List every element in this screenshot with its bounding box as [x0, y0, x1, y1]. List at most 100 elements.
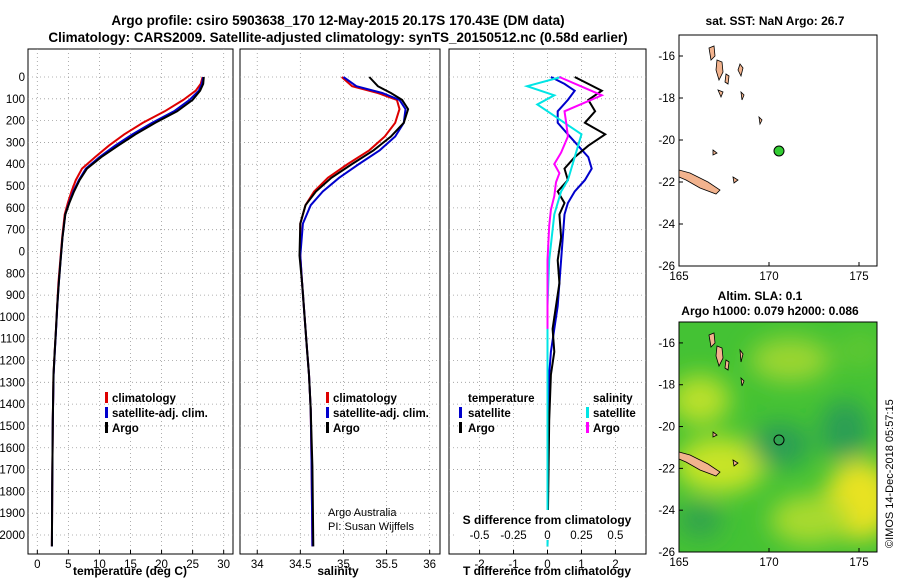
map-y-tick-label: -26	[658, 261, 675, 273]
legend-swatch-argo	[326, 422, 329, 433]
difference-x-ticks: -2 -1 0 1 2	[474, 550, 619, 571]
legend-swatch-climatology	[105, 392, 108, 403]
series-line	[523, 76, 583, 547]
salinity-legend: climatology satellite-adj. clim. Argo	[326, 392, 429, 435]
depth-tick-label: 1400	[0, 399, 25, 411]
depth-tick-label: 1900	[0, 508, 25, 520]
x-tick-label: 35.5	[375, 559, 397, 571]
x-tick-label: 15	[124, 559, 137, 571]
s-tick-label: 0.25	[570, 530, 592, 542]
legend-swatch-argo	[105, 422, 108, 433]
credit-argo-australia: Argo Australia	[328, 507, 397, 519]
x-tick-label: 30	[217, 559, 230, 571]
series-line	[50, 76, 205, 547]
temperature-lines	[50, 76, 205, 547]
legend-t-argo: Argo	[468, 423, 495, 435]
sst-map: sat. SST: NaN Argo: 26.7 -16 -18 -20 -22 -24…	[658, 14, 878, 283]
salinity-lines	[298, 76, 410, 547]
x-tick-label: 20	[155, 559, 168, 571]
difference-xlabel: T difference from climatology	[463, 564, 631, 578]
legend-swatch-s-argo	[586, 422, 589, 433]
series-line	[546, 76, 605, 329]
map-y-tick-label: -18	[658, 380, 675, 392]
depth-tick-label: 1200	[0, 356, 25, 368]
legend-head-temperature: temperature	[468, 393, 534, 405]
map-y-tick-label: -20	[658, 422, 675, 434]
map-y-tick-label: -24	[658, 219, 675, 231]
s-label-backdrop	[454, 510, 642, 540]
depth-tick-label: 900	[6, 290, 25, 302]
difference-lines	[523, 76, 608, 547]
series-line	[299, 76, 401, 547]
series-line	[50, 76, 205, 547]
sla-map: Altim. SLA: 0.1 Argo h1000: 0.079 h2000:…	[658, 289, 878, 569]
x-tick-label: 34.5	[289, 559, 311, 571]
depth-tick-label: 0	[19, 246, 25, 258]
depth-tick-label: 200	[6, 116, 25, 128]
depth-tick-label: 1300	[0, 377, 25, 389]
map-y-tick-label: -16	[658, 338, 675, 350]
credit-pi: PI: Susan Wijffels	[328, 521, 414, 533]
x-tick-label: 34	[251, 559, 264, 571]
title-line-1: Argo profile: csiro 5903638_170 12-May-2…	[111, 13, 564, 28]
difference-legend: temperature salinity satellite Argo sate…	[459, 393, 636, 435]
x-tick-label: 36	[423, 559, 436, 571]
legend-swatch-s-satellite	[586, 407, 589, 418]
x-tick-label: 2	[612, 559, 618, 571]
sla-map-title-1: Altim. SLA: 0.1	[718, 289, 803, 303]
legend-sal-argo: Argo	[333, 423, 360, 435]
depth-tick-label: 100	[6, 94, 25, 106]
x-tick-label: 35	[337, 559, 350, 571]
x-tick-label: 1	[578, 559, 584, 571]
legend-swatch-satellite	[105, 407, 108, 418]
s-tick-label: 0.5	[607, 530, 623, 542]
map-y-tick-label: -20	[658, 135, 675, 147]
depth-tick-label: 600	[6, 203, 25, 215]
x-tick-label: -2	[474, 559, 484, 571]
sst-islands	[678, 45, 763, 195]
s-difference-label: S difference from climatology	[463, 513, 632, 527]
map-y-tick-label: -24	[658, 505, 675, 517]
map-x-tick-label: 165	[669, 271, 688, 283]
depth-tick-label: 300	[6, 137, 25, 149]
temperature-grid	[28, 49, 233, 554]
map-x-tick-label: 175	[849, 557, 868, 569]
legend-sal-climatology: climatology	[333, 393, 398, 405]
salinity-grid	[240, 49, 440, 554]
legend-sal-satellite: satellite-adj. clim.	[333, 408, 429, 420]
x-tick-label: 10	[93, 559, 106, 571]
sla-islands	[678, 332, 745, 477]
series-line	[298, 76, 410, 547]
depth-tick-label: 1500	[0, 421, 25, 433]
legend-head-salinity: salinity	[593, 393, 633, 405]
salinity-frame	[239, 48, 441, 555]
map-x-tick-label: 175	[849, 271, 868, 283]
s-tick-label: -0.25	[500, 530, 526, 542]
temperature-panel: 0 5 10 15 20 25 30 temperature (deg C) climato…	[27, 48, 234, 578]
legend-swatch-t-satellite	[459, 407, 462, 418]
series-line	[50, 76, 204, 547]
legend-temp-argo: Argo	[112, 423, 139, 435]
map-y-tick-label: -22	[658, 177, 675, 189]
map-x-tick-label: 170	[759, 271, 778, 283]
depth-tick-label: 700	[6, 225, 25, 237]
temperature-xlabel: temperature (deg C)	[73, 564, 187, 578]
s-difference-ticks: -0.5 -0.25 0 0.25 0.5	[470, 530, 624, 542]
map-y-tick-label: -18	[658, 93, 675, 105]
depth-axis: 0 100 200 300 400 500 600 700 0 800 900 1000 1100 120…	[0, 72, 25, 542]
depth-tick-label: 1600	[0, 443, 25, 455]
sla-map-title-2: Argo h1000: 0.079 h2000: 0.086	[681, 304, 859, 318]
legend-s-satellite: satellite	[593, 408, 636, 420]
legend-swatch-satellite	[326, 407, 329, 418]
depth-tick-label: 1100	[0, 334, 25, 346]
s-tick-label: 0	[544, 530, 550, 542]
temperature-x-ticks: 0 5 10 15 20 25 30	[34, 550, 230, 571]
depth-tick-label: 400	[6, 159, 25, 171]
legend-temp-climatology: climatology	[112, 393, 177, 405]
x-tick-label: 5	[65, 559, 71, 571]
series-line	[546, 76, 608, 547]
watermark: ©IMOS 14-Dec-2018 05:57:15	[884, 399, 896, 548]
